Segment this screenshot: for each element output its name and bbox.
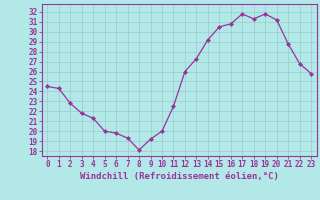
- X-axis label: Windchill (Refroidissement éolien,°C): Windchill (Refroidissement éolien,°C): [80, 172, 279, 181]
